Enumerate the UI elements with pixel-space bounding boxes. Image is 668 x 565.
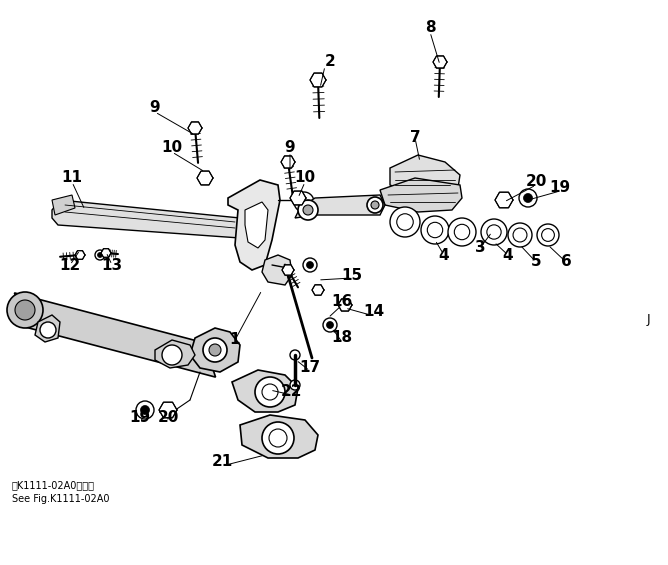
Circle shape <box>294 192 314 212</box>
Polygon shape <box>15 293 216 377</box>
Circle shape <box>323 318 337 332</box>
Polygon shape <box>101 249 111 257</box>
Text: J: J <box>646 314 650 327</box>
Text: 10: 10 <box>295 171 315 185</box>
Circle shape <box>269 429 287 447</box>
Circle shape <box>136 401 154 419</box>
Polygon shape <box>495 192 513 208</box>
Text: 9: 9 <box>150 101 160 115</box>
Text: 5: 5 <box>530 254 541 270</box>
Text: 7: 7 <box>409 131 420 146</box>
Polygon shape <box>188 122 202 134</box>
Polygon shape <box>310 73 326 87</box>
Text: 11: 11 <box>61 171 83 185</box>
Text: 笮K1111-02A0图参照
See Fig.K1111-02A0: 笮K1111-02A0图参照 See Fig.K1111-02A0 <box>12 480 110 504</box>
Circle shape <box>162 345 182 365</box>
Polygon shape <box>290 191 306 205</box>
Text: 16: 16 <box>331 294 353 310</box>
Circle shape <box>298 200 318 220</box>
Text: 8: 8 <box>425 20 436 36</box>
Circle shape <box>454 224 470 240</box>
Polygon shape <box>245 202 268 248</box>
Circle shape <box>307 262 313 268</box>
Polygon shape <box>52 200 245 238</box>
Text: 21: 21 <box>211 454 232 470</box>
Polygon shape <box>228 180 280 270</box>
Text: 2: 2 <box>325 54 335 69</box>
Text: 1: 1 <box>230 332 240 347</box>
Polygon shape <box>433 56 447 68</box>
Text: 4: 4 <box>503 247 513 263</box>
Circle shape <box>508 223 532 247</box>
Circle shape <box>428 222 443 238</box>
Polygon shape <box>312 285 324 295</box>
Text: 6: 6 <box>560 254 571 270</box>
Circle shape <box>95 250 105 260</box>
Polygon shape <box>75 251 85 259</box>
Circle shape <box>40 322 56 338</box>
Circle shape <box>371 201 379 209</box>
Polygon shape <box>240 415 318 458</box>
Polygon shape <box>390 155 460 195</box>
Polygon shape <box>380 178 462 212</box>
Circle shape <box>421 216 449 244</box>
Text: 20: 20 <box>525 175 546 189</box>
Circle shape <box>327 321 333 328</box>
Polygon shape <box>52 195 75 215</box>
Circle shape <box>367 197 383 213</box>
Circle shape <box>262 422 294 454</box>
Text: 15: 15 <box>341 267 363 282</box>
Circle shape <box>98 253 102 258</box>
Circle shape <box>519 189 537 207</box>
Polygon shape <box>35 315 60 342</box>
Circle shape <box>303 258 317 272</box>
Circle shape <box>15 300 35 320</box>
Circle shape <box>390 207 420 237</box>
Text: 10: 10 <box>162 141 182 155</box>
Text: 12: 12 <box>59 258 81 272</box>
Circle shape <box>481 219 507 245</box>
Circle shape <box>290 350 300 360</box>
Circle shape <box>262 384 278 400</box>
Text: 3: 3 <box>475 241 486 255</box>
Circle shape <box>542 229 554 241</box>
Polygon shape <box>295 195 385 218</box>
Polygon shape <box>190 328 240 372</box>
Text: 18: 18 <box>331 331 353 346</box>
Circle shape <box>524 193 532 202</box>
Text: 9: 9 <box>285 141 295 155</box>
Polygon shape <box>338 299 352 311</box>
Circle shape <box>537 224 559 246</box>
Circle shape <box>513 228 527 242</box>
Polygon shape <box>159 402 177 418</box>
Polygon shape <box>155 340 195 368</box>
Polygon shape <box>197 171 213 185</box>
Circle shape <box>448 218 476 246</box>
Text: 20: 20 <box>157 411 178 425</box>
Text: 22: 22 <box>281 385 303 399</box>
Polygon shape <box>281 156 295 168</box>
Text: 14: 14 <box>363 305 385 319</box>
Text: 17: 17 <box>299 360 321 376</box>
Circle shape <box>209 344 221 356</box>
Polygon shape <box>232 370 298 412</box>
Text: 19: 19 <box>130 411 150 425</box>
Circle shape <box>303 205 313 215</box>
Circle shape <box>290 380 300 390</box>
Polygon shape <box>282 265 294 275</box>
Circle shape <box>203 338 227 362</box>
Circle shape <box>255 377 285 407</box>
Circle shape <box>487 225 501 239</box>
Circle shape <box>140 406 150 415</box>
Polygon shape <box>262 255 292 285</box>
Circle shape <box>397 214 413 231</box>
Circle shape <box>7 292 43 328</box>
Text: 19: 19 <box>550 180 570 195</box>
Text: 4: 4 <box>439 247 450 263</box>
Text: 13: 13 <box>102 258 122 272</box>
